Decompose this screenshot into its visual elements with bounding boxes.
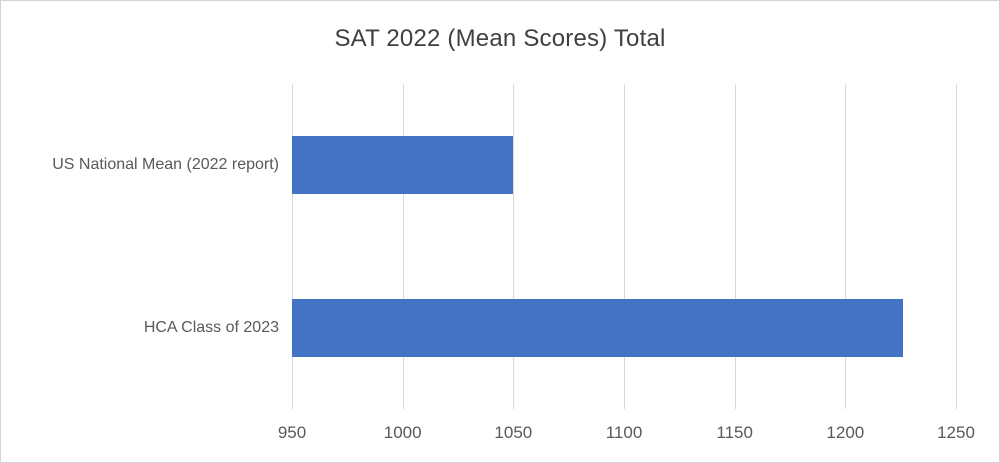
gridline-950: [292, 84, 293, 409]
x-tick-label: 1250: [937, 423, 975, 442]
gridline-1200: [845, 84, 847, 409]
x-tick-label: 1200: [826, 423, 865, 442]
chart-title: SAT 2022 (Mean Scores) Total: [334, 25, 666, 52]
bar-us-national-mean: [292, 136, 514, 195]
category-label: US National Mean (2022 report): [52, 156, 279, 174]
x-tick-label: 1150: [716, 423, 753, 442]
gridline-1150: [734, 84, 736, 409]
gridline-1000: [402, 84, 404, 409]
category-label: HCA Class of 2023: [143, 318, 279, 336]
gridline-1100: [624, 84, 625, 409]
bar-hca-class-of-2023: [292, 298, 903, 357]
plot-area: [292, 84, 957, 409]
x-tick-label: 950: [277, 423, 307, 442]
x-tick-label: 1050: [494, 423, 533, 442]
x-tick-label: 1000: [383, 423, 422, 442]
gridline-1250: [956, 84, 957, 409]
x-tick-label: 1100: [605, 423, 643, 442]
gridline-1050: [513, 84, 515, 409]
